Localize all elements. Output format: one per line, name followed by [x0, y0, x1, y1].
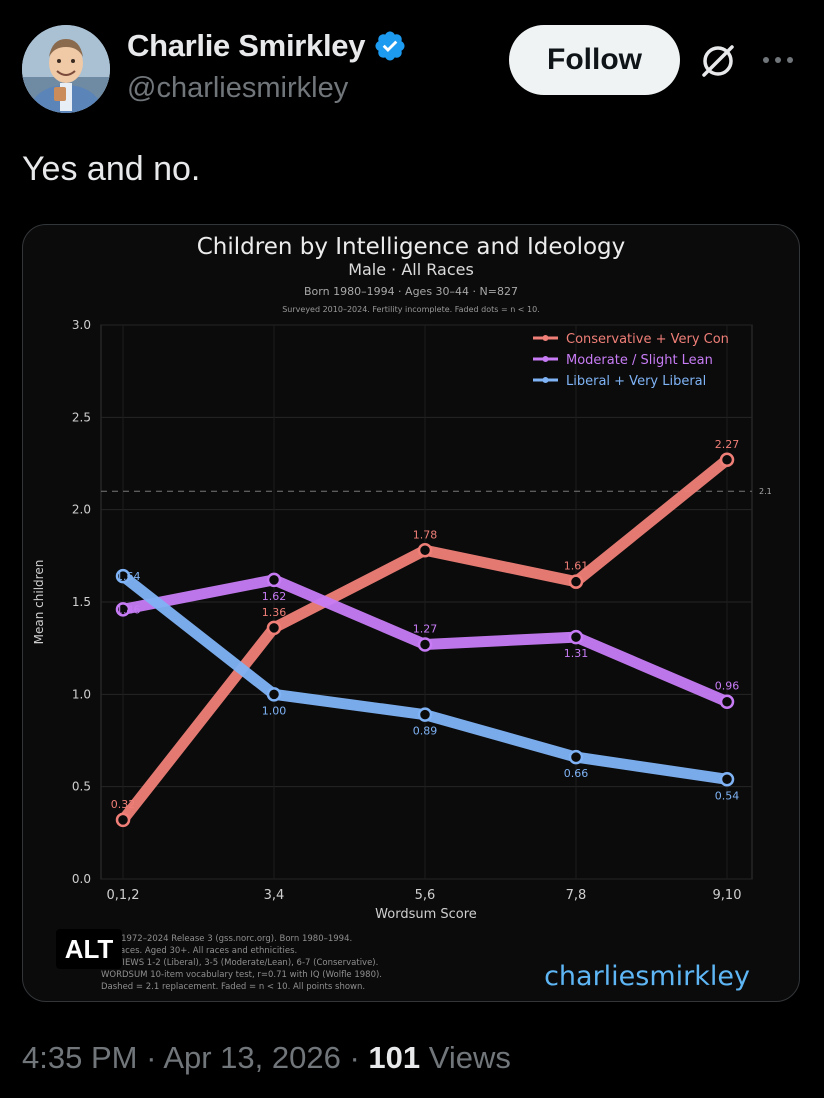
- chart-subtitle: Male · All Races: [348, 260, 474, 279]
- legend-marker: [542, 335, 549, 341]
- y-tick-label: 2.5: [72, 410, 91, 424]
- y-tick-label: 1.5: [72, 595, 91, 609]
- data-label: 0.66: [564, 767, 589, 780]
- chart-footnotes: GSS 1972–2024 Release 3 (gss.norc.org). …: [101, 934, 382, 992]
- alt-text-button[interactable]: ALT: [56, 929, 122, 969]
- x-tick-label: 0,1,2: [106, 888, 139, 903]
- y-tick-label: 3.0: [72, 318, 91, 332]
- data-label: 0.54: [715, 789, 740, 802]
- grok-icon[interactable]: [697, 40, 739, 82]
- footnote-line: WORDSUM 10-item vocabulary test, r=0.71 …: [101, 970, 382, 980]
- data-label: 2.27: [715, 438, 740, 451]
- chart-image[interactable]: Children by Intelligence and Ideology Ma…: [22, 224, 800, 1002]
- chart-subtitle-2: Born 1980–1994 · Ages 30–44 · N=827: [304, 285, 518, 298]
- meta-separator: ·: [146, 1040, 157, 1075]
- footnote-line: POLVIEWS 1-2 (Liberal), 3-5 (Moderate/Le…: [101, 958, 378, 968]
- chart-svg: Children by Intelligence and Ideology Ma…: [32, 234, 772, 992]
- post-meta: 4:35 PM · Apr 13, 2026 · 101 Views: [22, 1040, 511, 1076]
- data-point: [417, 637, 433, 652]
- meta-separator: ·: [349, 1040, 360, 1075]
- post-time[interactable]: 4:35 PM: [22, 1040, 138, 1075]
- footnote-line: All Races. Aged 30+. All races and ethni…: [101, 946, 297, 956]
- data-point: [266, 572, 282, 588]
- data-point: [417, 543, 433, 558]
- replacement-line-label: 2.1: [759, 487, 772, 496]
- handle[interactable]: @charliesmirkley: [127, 72, 349, 104]
- x-axis-label: Wordsum Score: [375, 907, 477, 922]
- data-point: [568, 629, 584, 645]
- data-label: 1.64: [116, 570, 141, 583]
- y-axis-label: Mean children: [32, 560, 46, 645]
- views-label: Views: [428, 1040, 511, 1075]
- data-label: 1.00: [262, 704, 287, 717]
- views-count: 101: [368, 1040, 421, 1075]
- more-options-icon[interactable]: [758, 48, 798, 72]
- display-name[interactable]: Charlie Smirkley: [127, 28, 366, 63]
- data-point: [266, 687, 282, 702]
- y-tick-label: 0.5: [72, 780, 91, 794]
- legend-label: Conservative + Very Con: [566, 332, 729, 347]
- data-label: 1.78: [413, 528, 438, 541]
- data-label: 0.89: [413, 725, 438, 738]
- chart-title: Children by Intelligence and Ideology: [197, 234, 626, 260]
- chart-watermark: charliesmirkley: [544, 961, 750, 992]
- post-date[interactable]: Apr 13, 2026: [163, 1040, 341, 1075]
- data-point: [115, 602, 131, 617]
- avatar[interactable]: [22, 25, 110, 113]
- legend-marker: [542, 356, 549, 362]
- data-point: [568, 574, 584, 589]
- data-point: [568, 749, 584, 765]
- data-label: 1.36: [262, 606, 287, 619]
- y-tick-label: 0.0: [72, 872, 91, 886]
- data-label: 1.46: [116, 603, 141, 616]
- footnote-line: Dashed = 2.1 replacement. Faded = n < 10…: [101, 982, 365, 992]
- legend-marker: [542, 377, 549, 383]
- verified-badge-icon: [375, 31, 405, 61]
- data-point: [266, 620, 282, 636]
- data-label: 1.61: [564, 560, 589, 573]
- x-tick-label: 3,4: [264, 888, 285, 903]
- legend-label: Liberal + Very Liberal: [566, 374, 706, 389]
- chart-subtitle-3: Surveyed 2010–2024. Fertility incomplete…: [282, 305, 540, 314]
- data-point: [115, 812, 131, 828]
- tweet-text: Yes and no.: [22, 150, 201, 188]
- data-point: [719, 772, 735, 787]
- data-point: [115, 568, 131, 584]
- data-point: [417, 707, 433, 722]
- chart-legend: Conservative + Very Con Moderate / Slight…: [533, 332, 729, 389]
- footnote-line: GSS 1972–2024 Release 3 (gss.norc.org). …: [101, 934, 352, 944]
- data-point: [719, 694, 735, 709]
- data-label: 1.27: [413, 622, 438, 635]
- x-tick-label: 7,8: [566, 888, 587, 903]
- data-point: [719, 452, 735, 468]
- follow-button[interactable]: Follow: [509, 25, 680, 95]
- data-label: 0.32: [111, 798, 136, 811]
- y-tick-label: 2.0: [72, 503, 91, 517]
- plot-area: 0.0 0.5 1.0 1.5 2.0 2.5 3.0 0,1,2 3,4 5,6 7,8 9,10 2…: [72, 318, 772, 903]
- data-label: 1.31: [564, 647, 589, 660]
- legend-label: Moderate / Slight Lean: [566, 353, 713, 368]
- x-tick-label: 5,6: [415, 888, 436, 903]
- author-row: Charlie Smirkley: [127, 28, 407, 64]
- y-tick-label: 1.0: [72, 687, 91, 701]
- data-label: 1.62: [262, 590, 287, 603]
- x-tick-label: 9,10: [713, 888, 742, 903]
- data-label: 0.96: [715, 680, 740, 693]
